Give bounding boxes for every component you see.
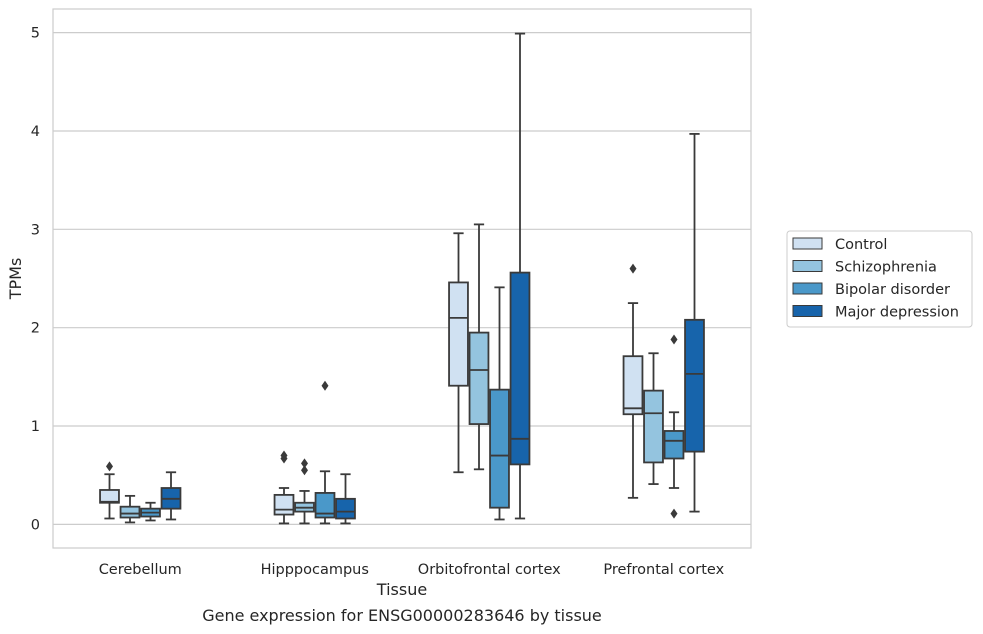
y-tick-label: 1	[31, 419, 40, 435]
box-group-orbitofrontal-cortex	[448, 32, 531, 521]
x-tick-label: Hipppocampus	[261, 562, 369, 578]
x-tick-label: Prefrontal cortex	[603, 562, 724, 578]
box-major-depression	[335, 473, 356, 525]
plot-background	[52, 8, 752, 549]
outlier-point	[629, 263, 637, 274]
box-iqr	[622, 355, 644, 416]
box-major-depression	[684, 133, 705, 513]
box-iqr	[314, 492, 336, 519]
box-major-depression	[509, 32, 531, 520]
box-groups	[99, 32, 705, 525]
box-iqr	[468, 331, 490, 425]
gridlines	[53, 32, 751, 525]
box-iqr	[489, 388, 510, 509]
legend-frame	[786, 230, 973, 328]
y-tick-label: 3	[31, 222, 40, 238]
outlier-point	[106, 461, 113, 472]
box-iqr	[509, 271, 531, 466]
legend-label: Schizophrenia	[835, 260, 937, 276]
box-schizophrenia	[643, 352, 664, 485]
legend-swatch	[792, 237, 823, 250]
box-schizophrenia	[468, 223, 490, 471]
y-tick-labels: 0 1 2 3 4 5	[31, 26, 40, 534]
outlier-point	[301, 458, 308, 469]
box-iqr	[335, 497, 356, 520]
box-iqr	[119, 505, 141, 519]
outlier-point	[670, 334, 678, 345]
box-schizophrenia	[294, 458, 315, 525]
legend: Control Schizophrenia Bipolar disorder Majo…	[786, 230, 973, 328]
box-bipolar-disorder	[489, 286, 510, 521]
legend-swatch	[792, 305, 823, 317]
box-control	[622, 263, 644, 499]
box-control	[99, 461, 120, 520]
box-major-depression	[160, 471, 182, 521]
outlier-point	[301, 465, 308, 476]
chart-caption: Gene expression for ENSG00000283646 by t…	[202, 606, 602, 625]
outlier-point	[321, 380, 329, 391]
box-group-hipppocampus	[273, 380, 356, 525]
box-bipolar-disorder	[140, 501, 161, 522]
outlier-point	[280, 450, 288, 461]
box-iqr	[99, 489, 120, 504]
x-tick-labels: Cerebellum Hipppocampus Orbitofrontal cort…	[99, 562, 725, 578]
box-bipolar-disorder	[663, 334, 685, 519]
legend-swatch	[792, 282, 823, 295]
y-tick-label: 5	[31, 26, 40, 42]
x-tick-label: Orbitofrontal cortex	[418, 562, 561, 578]
legend-label: Control	[835, 237, 887, 253]
legend-swatch	[792, 260, 823, 272]
legend-label: Major depression	[835, 305, 959, 321]
y-tick-label: 0	[31, 517, 40, 533]
box-schizophrenia	[119, 494, 141, 524]
box-bipolar-disorder	[314, 380, 336, 525]
legend-label: Bipolar disorder	[835, 282, 950, 298]
y-axis-title: TPMs	[6, 258, 25, 301]
y-tick-label: 2	[31, 321, 40, 337]
box-iqr	[684, 318, 705, 453]
box-control	[448, 232, 469, 474]
y-tick-label: 4	[31, 124, 40, 140]
x-tick-label: Cerebellum	[99, 562, 182, 578]
box-iqr	[273, 493, 295, 516]
box-iqr	[448, 281, 469, 387]
outlier-point	[670, 508, 678, 519]
box-control	[273, 450, 295, 525]
box-iqr	[663, 430, 685, 460]
x-axis-title: Tissue	[376, 580, 427, 599]
box-iqr	[643, 389, 664, 464]
box-group-prefrontal-cortex	[622, 133, 705, 519]
box-group-cerebellum	[99, 461, 182, 524]
